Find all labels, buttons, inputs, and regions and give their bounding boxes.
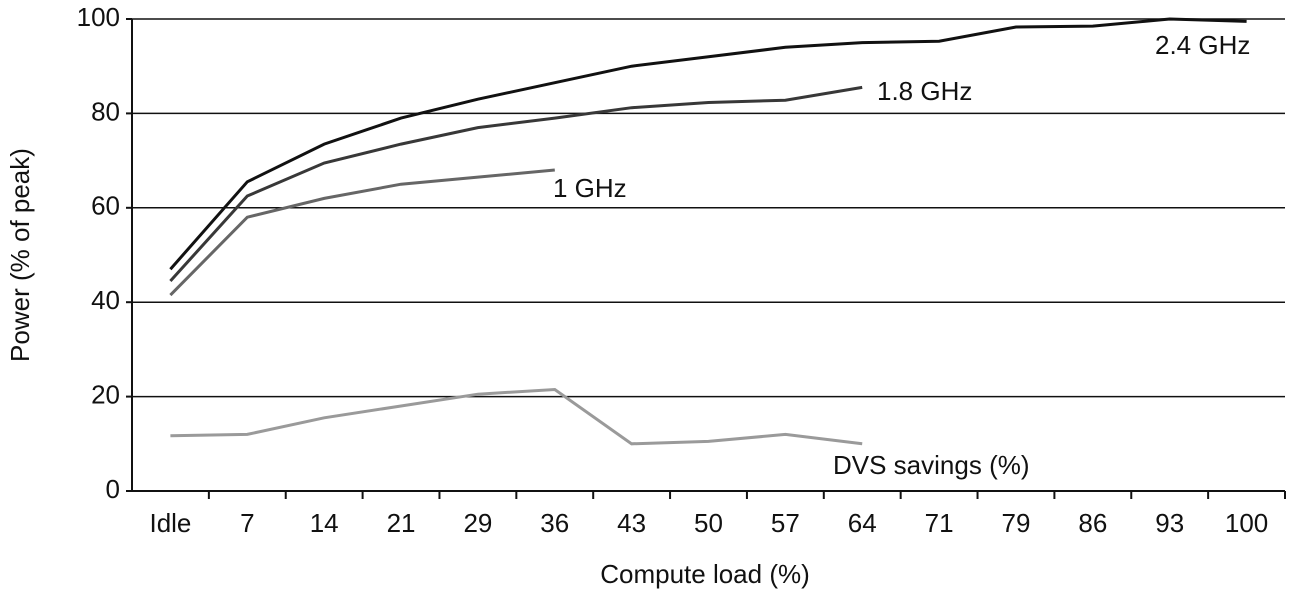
series-line bbox=[169, 17, 1247, 271]
y-tick-label: 100 bbox=[77, 2, 120, 32]
y-tick-label: 0 bbox=[106, 474, 120, 504]
x-tick-label: 21 bbox=[387, 508, 416, 538]
x-tick-label: 71 bbox=[925, 508, 954, 538]
x-tick-label: 7 bbox=[240, 508, 254, 538]
x-tick-label: 36 bbox=[540, 508, 569, 538]
y-tick-label: 20 bbox=[91, 379, 120, 409]
x-tick-label: 57 bbox=[771, 508, 800, 538]
x-tick-label: 43 bbox=[617, 508, 646, 538]
x-tick-label: 100 bbox=[1225, 508, 1268, 538]
x-tick-label: 50 bbox=[694, 508, 723, 538]
x-tick-label: 64 bbox=[848, 508, 877, 538]
y-tick-label: 60 bbox=[91, 191, 120, 221]
x-axis-label: Compute load (%) bbox=[600, 559, 810, 589]
x-tick-label: 29 bbox=[463, 508, 492, 538]
series-line bbox=[169, 85, 863, 283]
x-tick-label: 14 bbox=[310, 508, 339, 538]
x-tick-label: Idle bbox=[149, 508, 191, 538]
series-line bbox=[170, 387, 863, 446]
series-label: DVS savings (%) bbox=[833, 450, 1030, 480]
y-tick-label: 40 bbox=[91, 285, 120, 315]
series-label: 1 GHz bbox=[553, 173, 627, 203]
y-tick-label: 80 bbox=[91, 96, 120, 126]
x-tick-label: 79 bbox=[1002, 508, 1031, 538]
x-tick-label: 93 bbox=[1155, 508, 1184, 538]
series-line bbox=[169, 168, 555, 297]
series-label: 2.4 GHz bbox=[1155, 30, 1250, 60]
series-label: 1.8 GHz bbox=[877, 76, 972, 106]
y-axis-label: Power (% of peak) bbox=[5, 148, 35, 362]
x-tick-label: 86 bbox=[1078, 508, 1107, 538]
